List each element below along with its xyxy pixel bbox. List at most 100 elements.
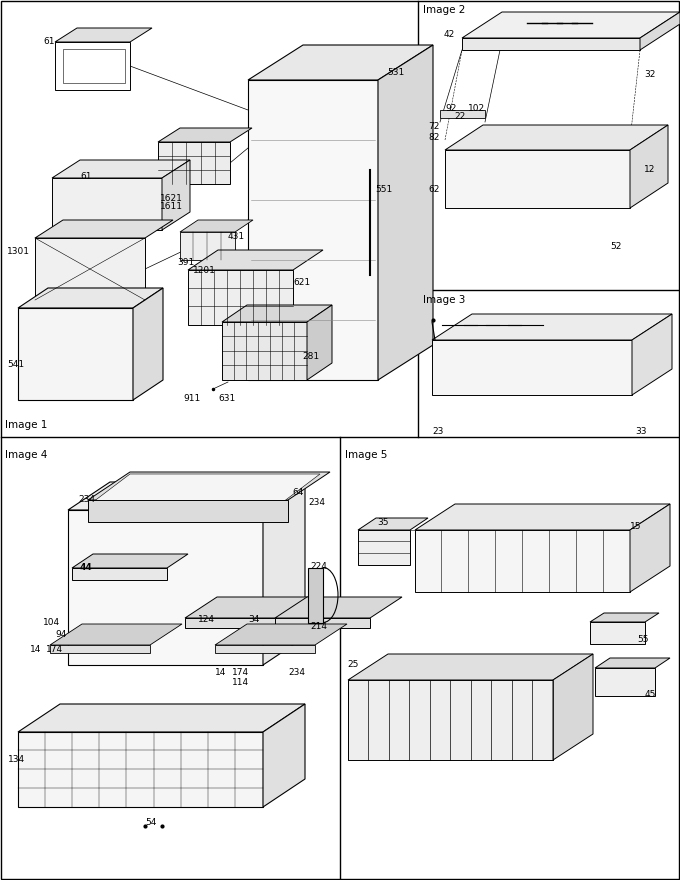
Polygon shape bbox=[640, 12, 680, 50]
Text: 64: 64 bbox=[292, 488, 303, 497]
Text: 82: 82 bbox=[428, 133, 439, 142]
Text: 234: 234 bbox=[78, 495, 95, 504]
Polygon shape bbox=[18, 288, 163, 308]
Text: 1611: 1611 bbox=[160, 202, 183, 211]
Polygon shape bbox=[68, 482, 305, 510]
Polygon shape bbox=[222, 322, 307, 380]
Polygon shape bbox=[275, 618, 370, 628]
Text: 104: 104 bbox=[43, 618, 60, 627]
Text: 224: 224 bbox=[310, 562, 327, 571]
Polygon shape bbox=[378, 45, 433, 380]
Text: 33: 33 bbox=[635, 427, 647, 436]
Text: 52: 52 bbox=[610, 242, 622, 251]
Polygon shape bbox=[158, 128, 252, 142]
Text: 92: 92 bbox=[445, 104, 456, 113]
Text: 42: 42 bbox=[444, 30, 455, 39]
Polygon shape bbox=[88, 500, 288, 522]
Text: 531: 531 bbox=[387, 68, 404, 77]
Text: 55: 55 bbox=[637, 635, 649, 644]
Text: 174: 174 bbox=[232, 668, 249, 677]
Polygon shape bbox=[18, 704, 305, 732]
Text: 174: 174 bbox=[46, 645, 63, 654]
Text: 22: 22 bbox=[454, 112, 465, 121]
Polygon shape bbox=[72, 554, 188, 568]
Text: 114: 114 bbox=[232, 678, 249, 687]
Text: 25: 25 bbox=[347, 660, 358, 669]
Text: 34: 34 bbox=[248, 615, 259, 624]
Polygon shape bbox=[348, 680, 553, 760]
Text: Image 5: Image 5 bbox=[345, 450, 388, 460]
Polygon shape bbox=[88, 472, 330, 500]
Text: 45: 45 bbox=[645, 690, 656, 699]
Polygon shape bbox=[432, 314, 672, 340]
Bar bbox=[308, 568, 323, 623]
Text: 234: 234 bbox=[308, 498, 325, 507]
Text: 541: 541 bbox=[7, 360, 24, 369]
Polygon shape bbox=[72, 568, 167, 580]
Polygon shape bbox=[18, 308, 133, 400]
Text: 214: 214 bbox=[310, 622, 327, 631]
Polygon shape bbox=[50, 645, 150, 653]
Text: 15: 15 bbox=[630, 522, 641, 531]
Polygon shape bbox=[35, 220, 173, 238]
Text: 44: 44 bbox=[80, 563, 92, 572]
Polygon shape bbox=[52, 160, 190, 178]
Polygon shape bbox=[185, 618, 280, 628]
Text: Image 4: Image 4 bbox=[5, 450, 48, 460]
Text: 12: 12 bbox=[644, 165, 656, 174]
Polygon shape bbox=[440, 110, 485, 118]
Text: 1301: 1301 bbox=[7, 247, 30, 256]
Polygon shape bbox=[590, 622, 645, 644]
Text: 102: 102 bbox=[468, 104, 485, 113]
Polygon shape bbox=[180, 232, 235, 260]
Text: 621: 621 bbox=[293, 278, 310, 287]
Polygon shape bbox=[358, 518, 428, 530]
Text: 72: 72 bbox=[428, 122, 439, 131]
Polygon shape bbox=[595, 658, 670, 668]
Polygon shape bbox=[415, 530, 630, 592]
Polygon shape bbox=[590, 613, 659, 622]
Polygon shape bbox=[93, 474, 320, 502]
Text: 14: 14 bbox=[215, 668, 226, 677]
Text: 631: 631 bbox=[218, 394, 235, 403]
Polygon shape bbox=[263, 704, 305, 807]
Polygon shape bbox=[630, 125, 668, 208]
Polygon shape bbox=[275, 597, 402, 618]
Text: 551: 551 bbox=[375, 185, 392, 194]
Text: Image 2: Image 2 bbox=[423, 5, 465, 15]
Polygon shape bbox=[630, 504, 670, 592]
Text: 234: 234 bbox=[288, 668, 305, 677]
Polygon shape bbox=[462, 12, 680, 38]
Polygon shape bbox=[462, 38, 640, 50]
Polygon shape bbox=[632, 314, 672, 395]
Polygon shape bbox=[595, 668, 655, 696]
Text: 1201: 1201 bbox=[193, 266, 216, 275]
Text: 431: 431 bbox=[228, 232, 245, 241]
Polygon shape bbox=[162, 160, 190, 230]
Text: 35: 35 bbox=[377, 518, 388, 527]
Polygon shape bbox=[445, 150, 630, 208]
Polygon shape bbox=[63, 49, 125, 83]
Text: 134: 134 bbox=[8, 755, 25, 764]
Polygon shape bbox=[188, 250, 323, 270]
Text: 61: 61 bbox=[80, 172, 92, 181]
Text: 391: 391 bbox=[177, 258, 194, 267]
Text: 62: 62 bbox=[428, 185, 439, 194]
Polygon shape bbox=[222, 305, 332, 322]
Text: 14: 14 bbox=[30, 645, 41, 654]
Text: 32: 32 bbox=[644, 70, 656, 79]
Polygon shape bbox=[358, 530, 410, 565]
Polygon shape bbox=[445, 125, 668, 150]
Polygon shape bbox=[215, 624, 347, 645]
Text: Image 3: Image 3 bbox=[423, 295, 465, 305]
Text: 281: 281 bbox=[302, 352, 319, 361]
Polygon shape bbox=[185, 597, 312, 618]
Text: 124: 124 bbox=[198, 615, 215, 624]
Text: 54: 54 bbox=[145, 818, 156, 827]
Polygon shape bbox=[133, 288, 163, 400]
Polygon shape bbox=[180, 220, 253, 232]
Polygon shape bbox=[55, 28, 152, 42]
Polygon shape bbox=[158, 142, 230, 184]
Text: 23: 23 bbox=[432, 427, 443, 436]
Polygon shape bbox=[248, 45, 433, 80]
